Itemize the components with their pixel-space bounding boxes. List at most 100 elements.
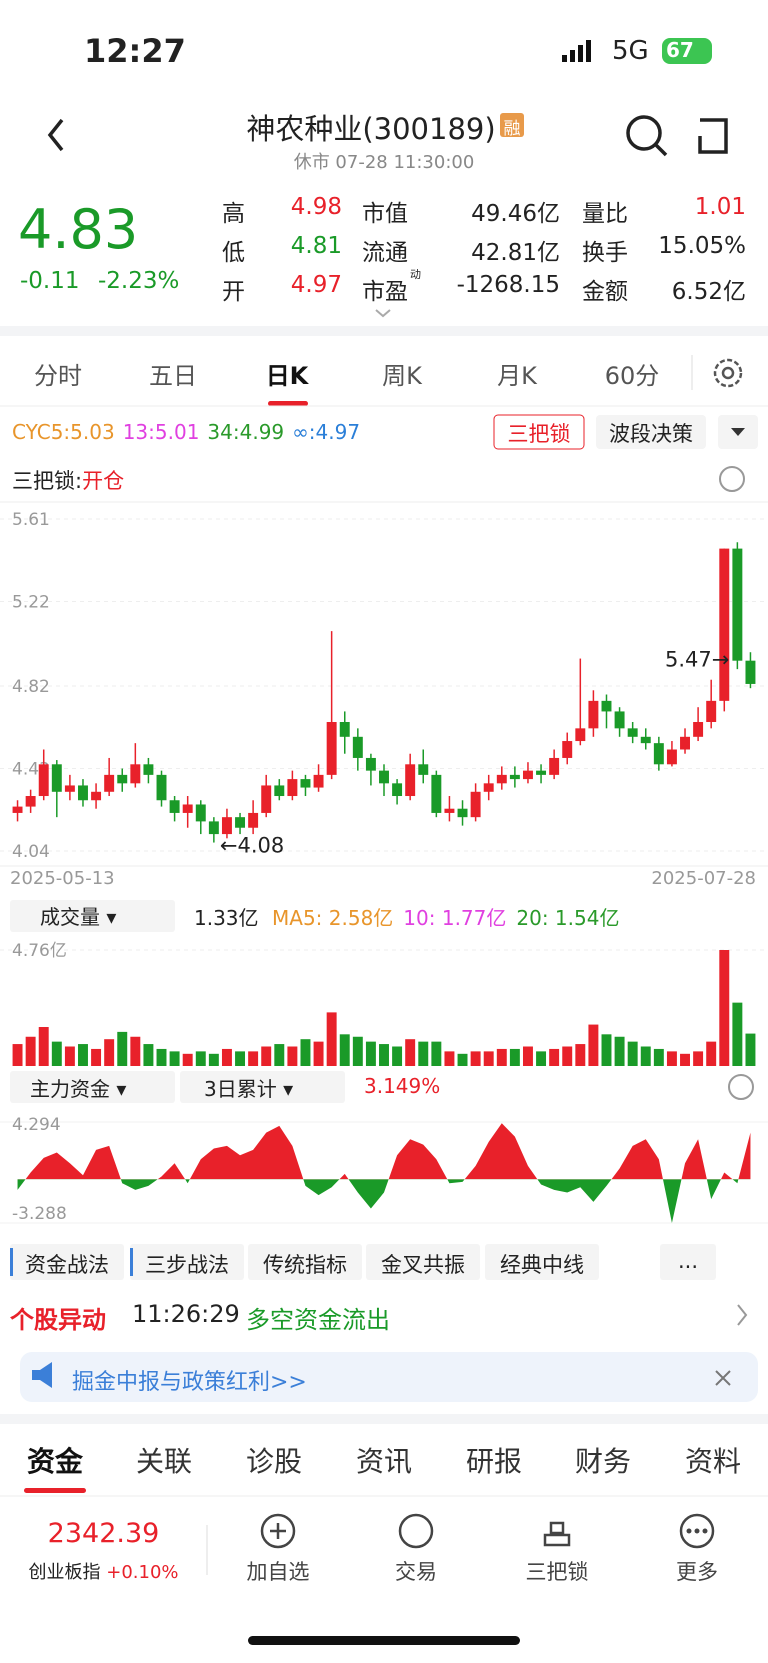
indicator-label: ∞: (292, 420, 316, 444)
low-label: ←4.08 (220, 834, 284, 858)
section-tab[interactable]: 资讯 (355, 1445, 412, 1478)
selector-bg (10, 1071, 175, 1103)
volume-bar (509, 1048, 520, 1066)
section-tab[interactable]: 资料 (684, 1445, 741, 1478)
lock-icon[interactable] (543, 1521, 571, 1547)
money-value: 3.149% (364, 1074, 441, 1098)
trade-icon[interactable] (398, 1513, 434, 1549)
alert-time: 11:26:29 (132, 1300, 240, 1328)
candle-body (562, 741, 573, 758)
settings-icon[interactable] (713, 358, 743, 388)
volume-bar (653, 1048, 664, 1066)
period-tab[interactable]: 月K (497, 362, 537, 390)
divider (0, 326, 768, 336)
dropdown-icon[interactable] (731, 428, 745, 436)
strategy-tag[interactable]: 资金战法 (25, 1253, 109, 1277)
action-label[interactable]: 交易 (395, 1560, 437, 1584)
price-change: -0.11 (20, 268, 80, 294)
volume-bar (313, 1041, 324, 1066)
period-tab[interactable]: 60分 (604, 362, 660, 390)
volume-bar (182, 1053, 193, 1066)
candle-body (418, 764, 429, 775)
section-tab[interactable]: 关联 (135, 1445, 192, 1478)
indicator-value: 4.97 (315, 420, 361, 444)
money-selector[interactable]: 主力资金 ▾ (30, 1077, 127, 1101)
action-label[interactable]: 三把锁 (525, 1560, 589, 1584)
candle-body (326, 722, 337, 775)
volume-ma-item: 20: 1.54亿 (516, 906, 620, 930)
y-tick-label: 4.82 (12, 677, 50, 697)
candle-body (287, 779, 298, 797)
candle-body (666, 749, 677, 765)
volume-bar (326, 1012, 337, 1066)
candle-body (130, 764, 141, 784)
candle-body (156, 774, 167, 801)
strategy-tag[interactable]: 经典中线 (500, 1253, 584, 1277)
button-bg (493, 414, 585, 450)
indicator-label: 34: (207, 420, 240, 444)
section-tab[interactable]: 诊股 (245, 1445, 302, 1478)
period-tab[interactable]: 周K (382, 362, 422, 390)
candle-body (575, 728, 586, 742)
strategy-tag[interactable]: 传统指标 (263, 1253, 347, 1277)
period-tab[interactable]: 分时 (34, 362, 82, 390)
selector-text: 3日累计 (204, 1077, 277, 1101)
end-date: 2025-07-28 (651, 868, 756, 889)
strategy-tag[interactable]: 金叉共振 (381, 1253, 465, 1277)
action-label[interactable]: 更多 (676, 1560, 718, 1584)
strategy-button[interactable]: 三把锁 (507, 422, 571, 446)
candle-body (365, 757, 376, 771)
volume-bar (379, 1044, 389, 1066)
stat-label: 开 (222, 279, 245, 305)
alert-text[interactable]: 多空资金流出 (246, 1306, 390, 1334)
action-label[interactable]: 加自选 (246, 1560, 310, 1584)
tag-accent (10, 1248, 13, 1276)
add-icon[interactable] (260, 1513, 296, 1549)
search-icon[interactable] (626, 115, 662, 151)
lock-value: 开仓 (82, 469, 125, 493)
section-tab[interactable]: 财务 (574, 1445, 631, 1478)
strategy-tag[interactable]: 三步战法 (145, 1253, 229, 1277)
volume-bar (248, 1051, 259, 1066)
candle-body (78, 785, 88, 801)
candle-body (405, 764, 416, 797)
volume-bar (693, 1051, 704, 1066)
stat-value: 6.52亿 (671, 279, 746, 305)
help-icon[interactable] (719, 466, 745, 492)
expand-icon[interactable] (375, 309, 391, 318)
margin-badge: 融 (503, 119, 521, 139)
back-icon[interactable] (47, 118, 64, 152)
banner-text[interactable]: 掘金中报与政策红利>> (72, 1370, 307, 1395)
help-icon[interactable] (728, 1074, 754, 1100)
period-tab[interactable]: 日K (265, 362, 309, 390)
stat-label: 流通 (362, 240, 408, 266)
period-selector[interactable]: 3日累计 ▾ (204, 1077, 294, 1101)
stat-label: 市值 (362, 201, 408, 227)
chevron-icon[interactable] (737, 1304, 748, 1326)
volume-bar (483, 1051, 494, 1066)
home-indicator (248, 1636, 520, 1645)
tag-bg (10, 1244, 124, 1280)
divider (0, 1414, 768, 1424)
settings-icon-core (721, 366, 735, 380)
strategy-button[interactable]: 波段决策 (609, 422, 693, 446)
tag-bg (485, 1244, 599, 1280)
stat-value: 4.97 (290, 272, 342, 298)
share-icon[interactable] (698, 118, 728, 154)
volume-selector[interactable]: 成交量 ▾ (40, 905, 117, 929)
candle-body (392, 783, 403, 797)
strategy-tag[interactable]: ... (677, 1249, 699, 1273)
candle-body (614, 711, 625, 729)
lock-label: 三把锁: (12, 469, 83, 493)
section-tab[interactable]: 研报 (465, 1445, 522, 1478)
close-icon[interactable] (715, 1370, 731, 1386)
candle-body (274, 785, 285, 797)
candle-body (693, 722, 704, 737)
volume-bar (601, 1034, 612, 1066)
period-tab[interactable]: 五日 (149, 362, 197, 390)
section-tab[interactable]: 资金 (26, 1445, 83, 1478)
volume-bar (470, 1051, 481, 1066)
battery-level: 67 (666, 38, 694, 62)
more-icon[interactable] (679, 1513, 715, 1549)
stat-value: 4.98 (290, 194, 342, 220)
